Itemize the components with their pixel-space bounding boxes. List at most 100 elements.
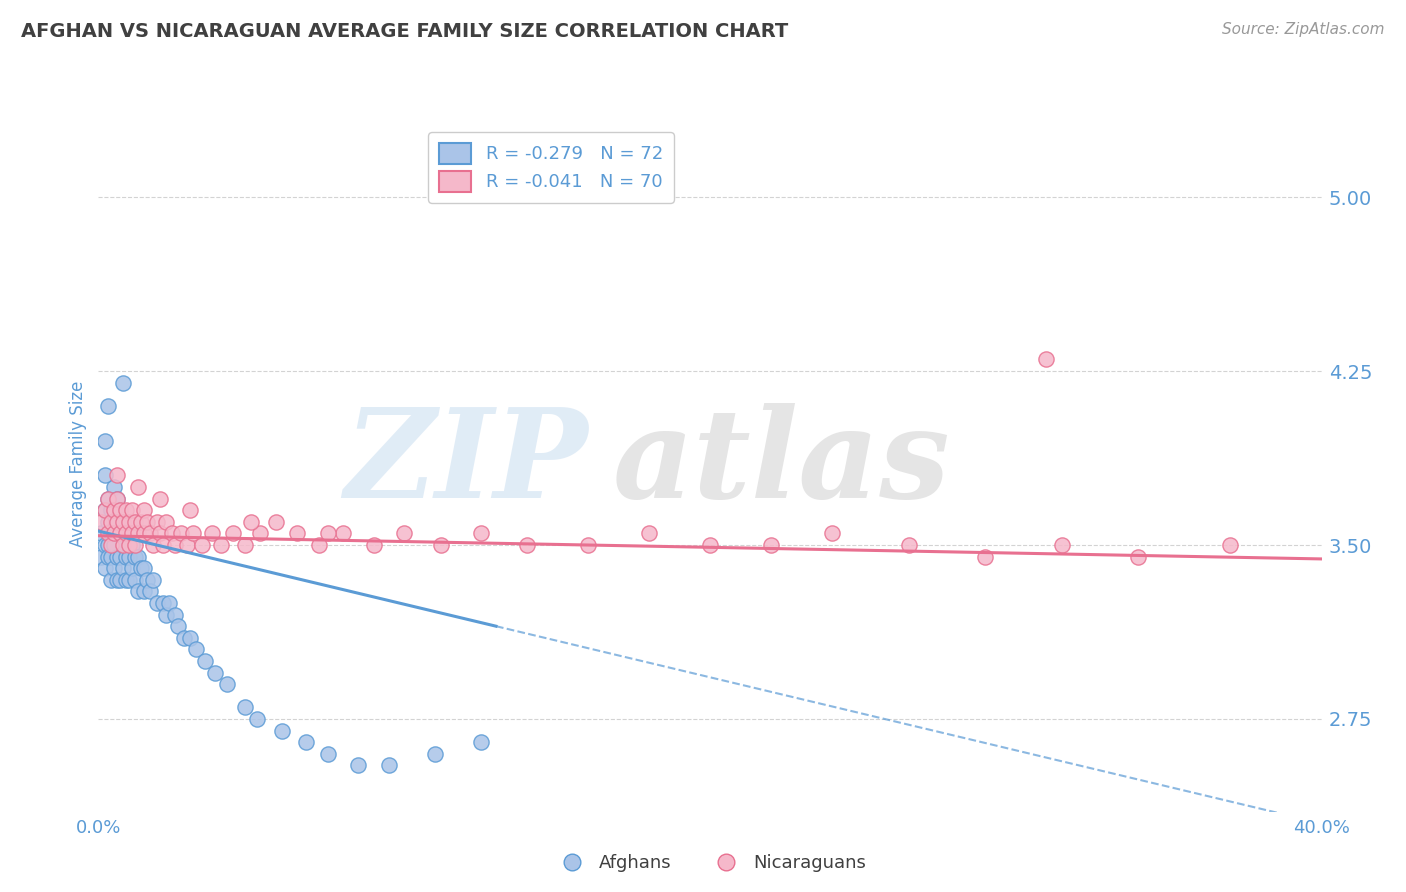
Point xyxy=(249,526,271,541)
Point xyxy=(699,538,721,552)
Point xyxy=(121,561,143,575)
Point xyxy=(97,549,120,564)
Point xyxy=(157,596,180,610)
Point xyxy=(136,573,159,587)
Point xyxy=(115,526,138,541)
Point xyxy=(246,712,269,726)
Point xyxy=(127,480,149,494)
Point xyxy=(97,515,120,529)
Point xyxy=(516,538,538,552)
Point xyxy=(134,526,156,541)
Point xyxy=(103,503,125,517)
Point xyxy=(134,561,156,575)
Point xyxy=(115,526,138,541)
Point xyxy=(100,503,122,517)
Point xyxy=(163,607,186,622)
Point xyxy=(97,538,120,552)
Point xyxy=(93,503,115,517)
Point xyxy=(155,515,177,529)
Point xyxy=(127,584,149,599)
Point xyxy=(264,515,287,529)
Point xyxy=(108,503,131,517)
Point xyxy=(181,526,204,541)
Point xyxy=(974,549,997,564)
Point xyxy=(222,526,245,541)
Point xyxy=(1050,538,1073,552)
Point xyxy=(1035,352,1057,367)
Point xyxy=(145,596,167,610)
Point xyxy=(115,549,138,564)
Point xyxy=(108,503,131,517)
Point xyxy=(118,573,141,587)
Point xyxy=(134,503,156,517)
Point xyxy=(134,584,156,599)
Point xyxy=(103,480,125,494)
Point xyxy=(105,526,128,541)
Text: ZIP: ZIP xyxy=(344,403,588,524)
Point xyxy=(179,631,201,645)
Point xyxy=(392,526,416,541)
Point xyxy=(105,468,128,483)
Point xyxy=(233,538,256,552)
Point xyxy=(100,515,122,529)
Point xyxy=(97,526,120,541)
Point xyxy=(115,573,138,587)
Point xyxy=(1219,538,1241,552)
Point xyxy=(105,491,128,506)
Point xyxy=(103,538,125,552)
Point xyxy=(149,491,172,506)
Point xyxy=(179,503,201,517)
Point xyxy=(100,526,122,541)
Point xyxy=(127,549,149,564)
Point xyxy=(186,642,208,657)
Point xyxy=(423,747,446,761)
Point xyxy=(93,538,115,552)
Point xyxy=(105,515,128,529)
Point xyxy=(105,549,128,564)
Point xyxy=(108,526,131,541)
Point xyxy=(470,735,492,749)
Point xyxy=(115,503,138,517)
Point xyxy=(97,491,120,506)
Point xyxy=(108,573,131,587)
Text: Source: ZipAtlas.com: Source: ZipAtlas.com xyxy=(1222,22,1385,37)
Point xyxy=(139,584,162,599)
Point xyxy=(103,515,125,529)
Point xyxy=(295,735,318,749)
Point xyxy=(316,526,339,541)
Point xyxy=(100,538,122,552)
Point xyxy=(121,503,143,517)
Point xyxy=(170,526,193,541)
Point xyxy=(194,654,217,668)
Point xyxy=(100,549,122,564)
Point xyxy=(111,376,134,390)
Point xyxy=(759,538,782,552)
Point xyxy=(142,538,165,552)
Point xyxy=(90,549,112,564)
Point xyxy=(233,700,256,714)
Point xyxy=(100,573,122,587)
Text: AFGHAN VS NICARAGUAN AVERAGE FAMILY SIZE CORRELATION CHART: AFGHAN VS NICARAGUAN AVERAGE FAMILY SIZE… xyxy=(21,22,789,41)
Point xyxy=(142,573,165,587)
Point xyxy=(308,538,330,552)
Point xyxy=(111,538,134,552)
Point xyxy=(176,538,198,552)
Point xyxy=(124,538,146,552)
Point xyxy=(129,561,152,575)
Point xyxy=(191,538,214,552)
Point xyxy=(470,526,492,541)
Point xyxy=(200,526,222,541)
Point xyxy=(121,538,143,552)
Point xyxy=(285,526,308,541)
Point xyxy=(637,526,661,541)
Point xyxy=(430,538,453,552)
Point xyxy=(129,515,152,529)
Point xyxy=(90,515,112,529)
Point xyxy=(124,549,146,564)
Point xyxy=(127,526,149,541)
Point xyxy=(270,723,292,738)
Point xyxy=(347,758,370,772)
Point xyxy=(160,526,183,541)
Point xyxy=(821,526,844,541)
Point xyxy=(103,526,125,541)
